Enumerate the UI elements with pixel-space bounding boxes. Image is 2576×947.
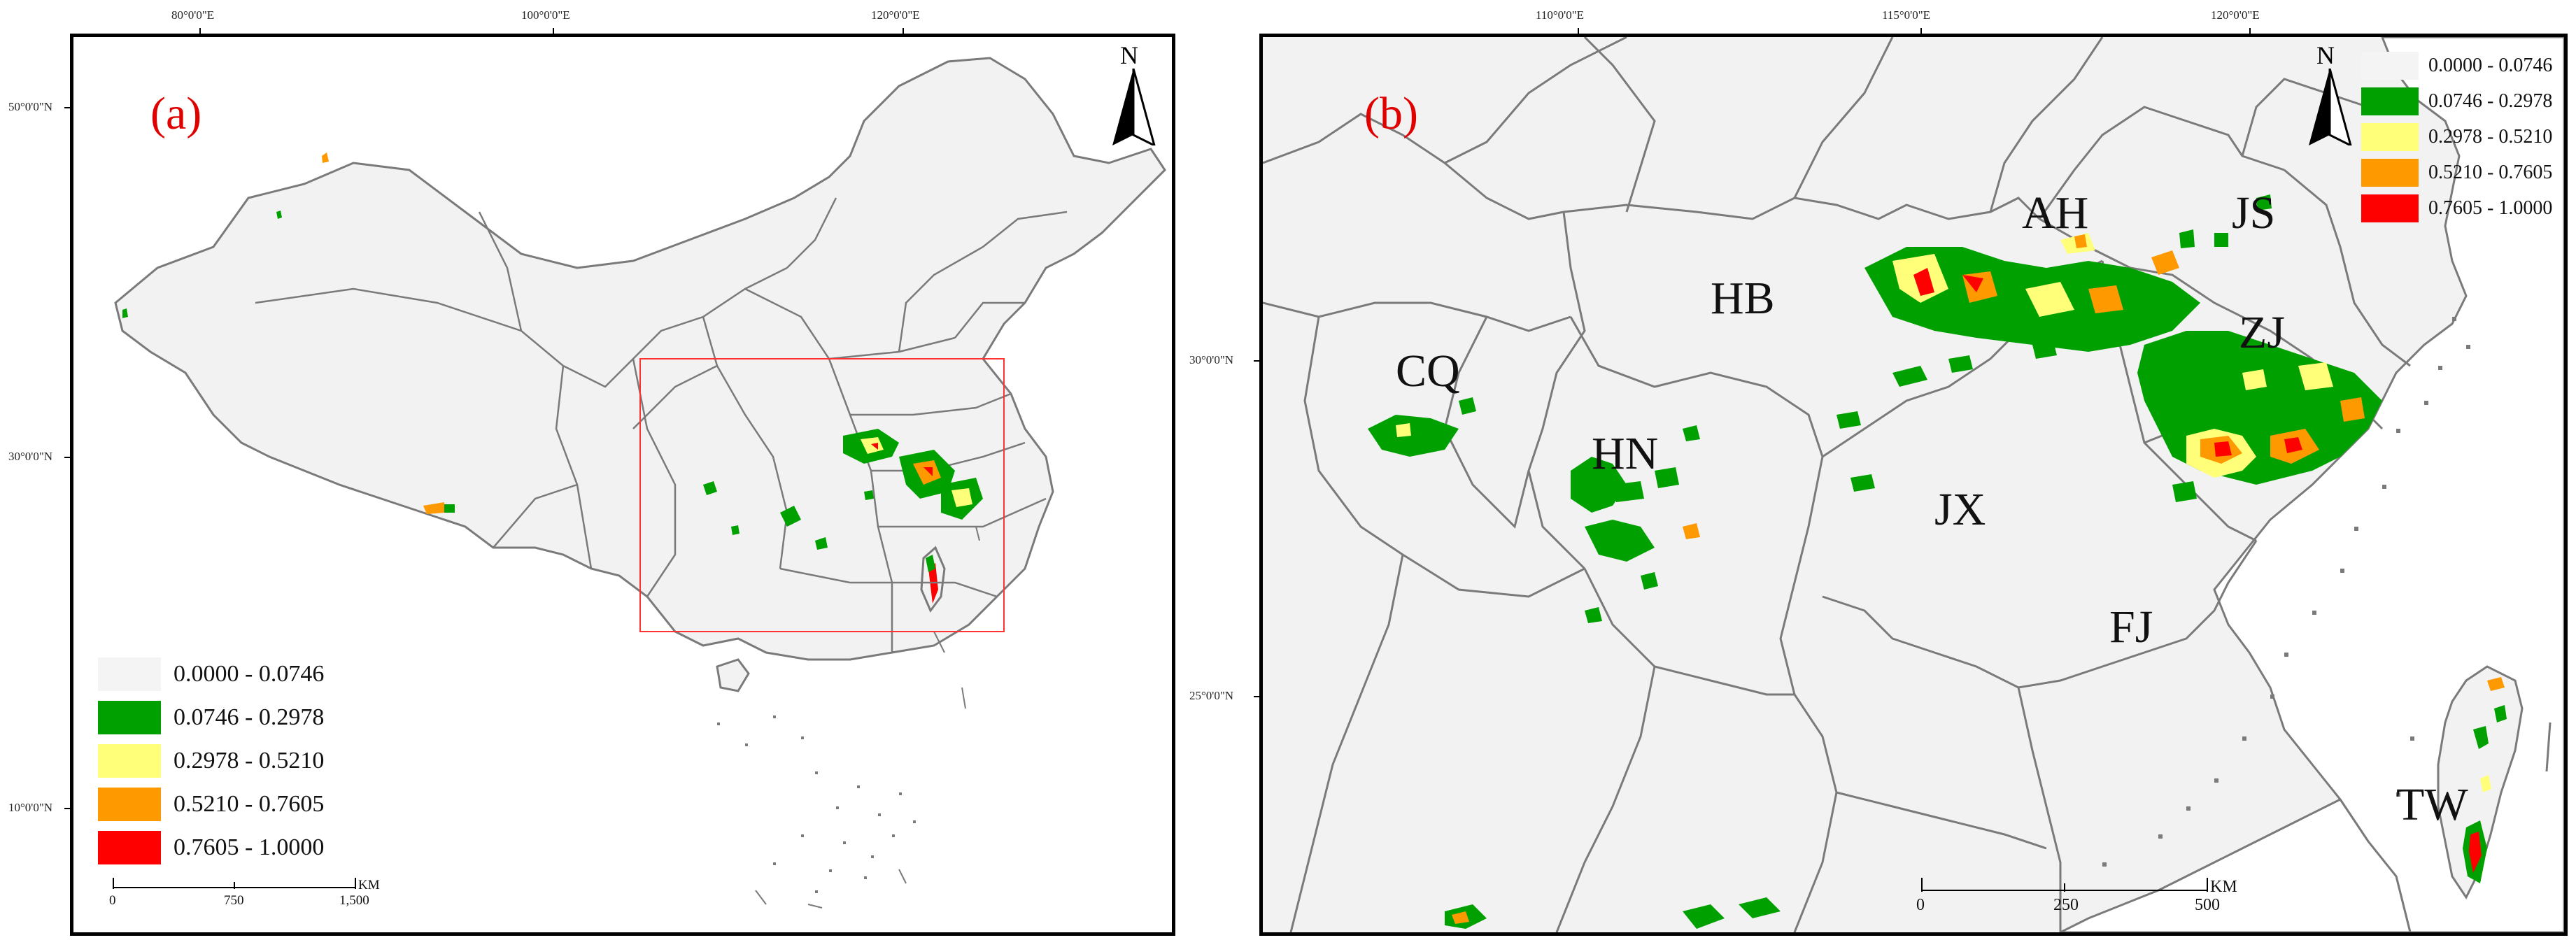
province-label-js: JS (2232, 187, 2276, 238)
legend-a-row-5: 0.7605 - 1.0000 (98, 826, 324, 869)
scalebar-a: 0 750 1,500 KM (109, 876, 380, 918)
tick-a-top-2: 100°0'0"E (521, 8, 570, 22)
province-label-jx: JX (1934, 484, 1986, 535)
legend-swatch (98, 657, 161, 691)
legend-b-label-4: 0.5210 - 0.7605 (2428, 161, 2553, 183)
panel-a-map: (a) N 0.0000 - 0.0746 0.0746 - 0.2978 0.… (70, 34, 1175, 936)
north-arrow-a: N (1109, 41, 1158, 145)
legend-b-row-3: 0.2978 - 0.5210 (2361, 119, 2552, 155)
tick-a-top-1: 80°0'0"E (171, 8, 215, 22)
china-map (114, 57, 1166, 909)
tick-mark (64, 107, 70, 108)
tick-b-left-1: 30°0'0"N (1189, 353, 1234, 366)
legend-swatch (2361, 51, 2419, 80)
coast-dash (2545, 722, 2552, 772)
province-label-cq: CQ (1396, 346, 1460, 397)
north-arrow-icon (1112, 69, 1156, 145)
legend-b: 0.0000 - 0.0746 0.0746 - 0.2978 0.2978 -… (2361, 48, 2552, 226)
legend-b-row-5: 0.7605 - 1.0000 (2361, 190, 2552, 226)
scalebar-b-bar (1921, 878, 2208, 892)
province-label-fj: FJ (2109, 601, 2153, 653)
legend-b-row-4: 0.5210 - 0.7605 (2361, 155, 2552, 190)
legend-a-label-3: 0.2978 - 0.5210 (174, 748, 325, 774)
tick-mark (64, 808, 70, 809)
tick-mark (903, 28, 904, 34)
scalebar-a-label-1: 750 (224, 893, 244, 908)
scalebar-a-label-0: 0 (109, 893, 116, 908)
panel-b-label: (b) (1364, 88, 1418, 139)
province-label-tw: TW (2396, 779, 2468, 830)
legend-a-label-5: 0.7605 - 1.0000 (174, 834, 325, 860)
legend-a-row-4: 0.5210 - 0.7605 (98, 783, 324, 826)
scalebar-b-unit: KM (2210, 878, 2237, 896)
south-china-map (1263, 37, 2564, 932)
tick-a-left-1: 50°0'0"N (8, 100, 53, 113)
province-label-ah: AH (2022, 187, 2089, 238)
legend-a-label-2: 0.0746 - 0.2978 (174, 704, 325, 730)
legend-b-label-2: 0.0746 - 0.2978 (2428, 90, 2553, 112)
tick-mark (64, 457, 70, 458)
coast-dashes (755, 526, 980, 909)
panel-b-map: (b) AH JS HB ZJ CQ HN JX FJ TW N 0.0000 … (1259, 34, 2568, 936)
suitability-patches-a (122, 152, 983, 550)
coastal-islands-b (2102, 317, 2470, 867)
tick-b-top-1: 110°0'0"E (1536, 8, 1585, 22)
scalebar-b: 0 250 500 KM (1916, 876, 2237, 918)
legend-swatch (98, 744, 161, 778)
tick-mark (1254, 696, 1259, 697)
legend-b-row-1: 0.0000 - 0.0746 (2361, 48, 2552, 83)
tick-mark (1920, 28, 1922, 34)
legend-a-row-1: 0.0000 - 0.0746 (98, 653, 324, 696)
province-label-hb: HB (1711, 273, 1775, 324)
legend-swatch (98, 831, 161, 864)
tick-mark (553, 28, 554, 34)
tick-b-top-3: 120°0'0"E (2211, 8, 2260, 22)
tick-b-top-2: 115°0'0"E (1882, 8, 1931, 22)
legend-a: 0.0000 - 0.0746 0.0746 - 0.2978 0.2978 -… (98, 653, 324, 869)
scalebar-a-label-2: 1,500 (339, 893, 369, 908)
province-borders (255, 197, 1068, 653)
province-label-zj: ZJ (2239, 307, 2285, 358)
tick-mark (2249, 28, 2251, 34)
province-borders-b (1263, 37, 2411, 932)
scalebar-a-unit: KM (358, 878, 380, 892)
tick-a-left-2: 30°0'0"N (8, 450, 53, 463)
taiwan-island (2437, 665, 2524, 899)
legend-swatch (2361, 194, 2419, 222)
legend-a-label-1: 0.0000 - 0.0746 (174, 661, 325, 687)
legend-b-label-3: 0.2978 - 0.5210 (2428, 125, 2553, 148)
legend-swatch (2361, 122, 2419, 151)
north-arrow-letter: N (2316, 41, 2335, 69)
tick-a-left-3: 10°0'0"N (8, 801, 53, 814)
legend-b-label-1: 0.0000 - 0.0746 (2428, 54, 2553, 76)
hainan-island (716, 658, 750, 692)
scalebar-b-label-2: 500 (2195, 896, 2220, 914)
south-sea (2060, 798, 2412, 932)
tick-b-left-2: 25°0'0"N (1189, 689, 1234, 702)
legend-b-row-2: 0.0746 - 0.2978 (2361, 83, 2552, 119)
north-arrow-b: N (2305, 41, 2354, 145)
legend-a-row-3: 0.2978 - 0.5210 (98, 739, 324, 783)
suitability-patches-b (1368, 194, 2382, 929)
scalebar-a-bar (113, 878, 356, 889)
tick-mark (199, 28, 201, 34)
tick-a-top-3: 120°0'0"E (871, 8, 920, 22)
legend-swatch (98, 701, 161, 734)
tick-mark (1254, 360, 1259, 362)
tick-mark (1578, 28, 1579, 34)
scalebar-b-label-1: 250 (2053, 896, 2079, 914)
inset-extent-box (639, 358, 1005, 632)
legend-swatch (2361, 158, 2419, 187)
panel-a-label: (a) (150, 88, 202, 139)
legend-a-label-4: 0.5210 - 0.7605 (174, 791, 325, 817)
legend-swatch (2361, 87, 2419, 115)
legend-a-row-2: 0.0746 - 0.2978 (98, 696, 324, 739)
north-arrow-icon (2309, 69, 2352, 145)
legend-swatch (98, 788, 161, 821)
legend-b-label-5: 0.7605 - 1.0000 (2428, 197, 2553, 219)
province-label-hn: HN (1592, 428, 1659, 479)
south-china-sea-islands (717, 715, 916, 893)
scalebar-b-label-0: 0 (1916, 896, 1925, 914)
north-arrow-letter: N (1120, 41, 1138, 69)
